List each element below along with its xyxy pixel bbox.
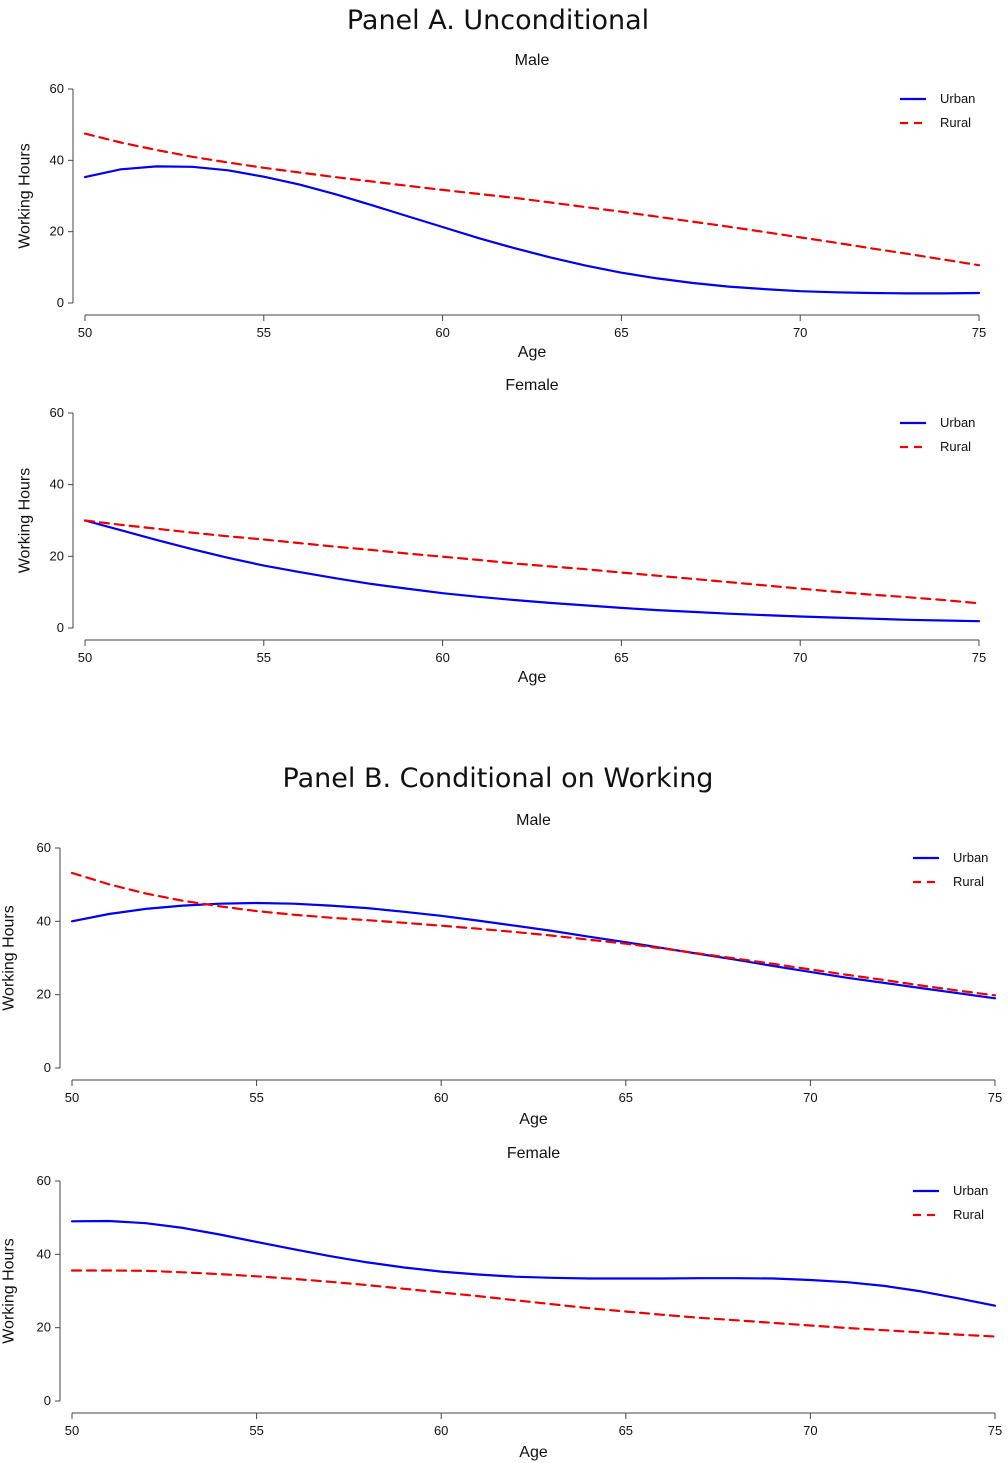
series-line-urban [70,1219,997,1307]
y-tick-label: 60 [50,81,64,96]
x-tick-label: 60 [434,1423,448,1438]
chart-subtitle: Male [516,812,551,829]
x-tick-label: 70 [793,325,807,340]
y-axis-label: Working Hours [1,1238,18,1344]
y-tick-label: 40 [50,477,64,492]
legend-label-urban: Urban [953,850,988,865]
x-tick-label: 50 [78,650,92,665]
x-tick-label: 60 [434,1090,448,1105]
y-tick-label: 40 [37,913,51,928]
chart-subtitle: Female [507,1145,560,1162]
y-tick-label: 60 [37,1173,51,1188]
x-tick-label: 50 [65,1090,79,1105]
x-axis-label: Age [519,1111,548,1128]
x-tick-label: 75 [988,1090,1002,1105]
y-tick-label: 40 [37,1246,51,1261]
y-axis-label: Working Hours [17,143,34,249]
y-tick-label: 60 [50,405,64,420]
x-tick-label: 70 [803,1090,817,1105]
chart-subtitle: Male [515,52,550,69]
x-tick-label: 70 [793,650,807,665]
y-tick-label: 60 [37,840,51,855]
y-tick-label: 0 [44,1393,51,1408]
chart-0: Male 0 20 40 60 50 55 60 65 70 75 Age Working Hours U… [17,52,987,361]
legend-label-urban: Urban [940,91,975,106]
series-line-urban [70,901,997,1000]
y-tick-label: 20 [37,987,51,1002]
y-tick-label: 20 [50,548,64,563]
legend-label-urban: Urban [940,415,975,430]
x-tick-label: 75 [972,650,986,665]
x-tick-label: 50 [65,1423,79,1438]
y-tick-label: 0 [57,295,64,310]
x-axis-label: Age [518,344,547,361]
chart-3: Female 0 20 40 60 50 55 60 65 70 75 Age Working Hour… [1,1145,1003,1461]
legend-label-rural: Rural [940,439,971,454]
x-tick-label: 75 [972,325,986,340]
series-line-rural [83,519,981,605]
chart-subtitle: Female [505,377,558,394]
chart-1: Female 0 20 40 60 50 55 60 65 70 75 Age Working Hour… [17,377,987,686]
legend-label-urban: Urban [953,1183,988,1198]
y-tick-label: 20 [37,1320,51,1335]
y-tick-label: 0 [57,620,64,635]
x-tick-label: 55 [257,650,271,665]
series-line-rural [83,132,981,267]
y-axis-label: Working Hours [17,468,34,574]
x-tick-label: 60 [435,325,449,340]
x-tick-label: 65 [619,1423,633,1438]
series-line-rural [70,871,997,997]
y-tick-label: 20 [50,224,64,239]
x-tick-label: 65 [619,1090,633,1105]
x-tick-label: 55 [249,1423,263,1438]
charts-group: Male 0 20 40 60 50 55 60 65 70 75 Age Working Hours U… [1,52,1003,1461]
legend-label-rural: Rural [953,874,984,889]
x-tick-label: 70 [803,1423,817,1438]
x-tick-label: 65 [614,650,628,665]
x-tick-label: 55 [257,325,271,340]
x-tick-label: 75 [988,1423,1002,1438]
y-axis-label: Working Hours [1,905,18,1011]
legend-label-rural: Rural [940,115,971,130]
x-axis-label: Age [519,1444,548,1461]
series-line-urban [83,165,981,295]
x-tick-label: 60 [435,650,449,665]
panel-b-title: Panel B. Conditional on Working [283,763,714,794]
y-tick-label: 40 [50,152,64,167]
y-tick-label: 0 [44,1060,51,1075]
legend-label-rural: Rural [953,1207,984,1222]
chart-2: Male 0 20 40 60 50 55 60 65 70 75 Age Working Hours U… [1,812,1003,1128]
x-tick-label: 55 [249,1090,263,1105]
x-axis-label: Age [518,669,547,686]
series-line-rural [70,1269,997,1338]
x-tick-label: 65 [614,325,628,340]
panel-a-title: Panel A. Unconditional [347,5,649,36]
x-tick-label: 50 [78,325,92,340]
series-line-urban [83,519,981,623]
